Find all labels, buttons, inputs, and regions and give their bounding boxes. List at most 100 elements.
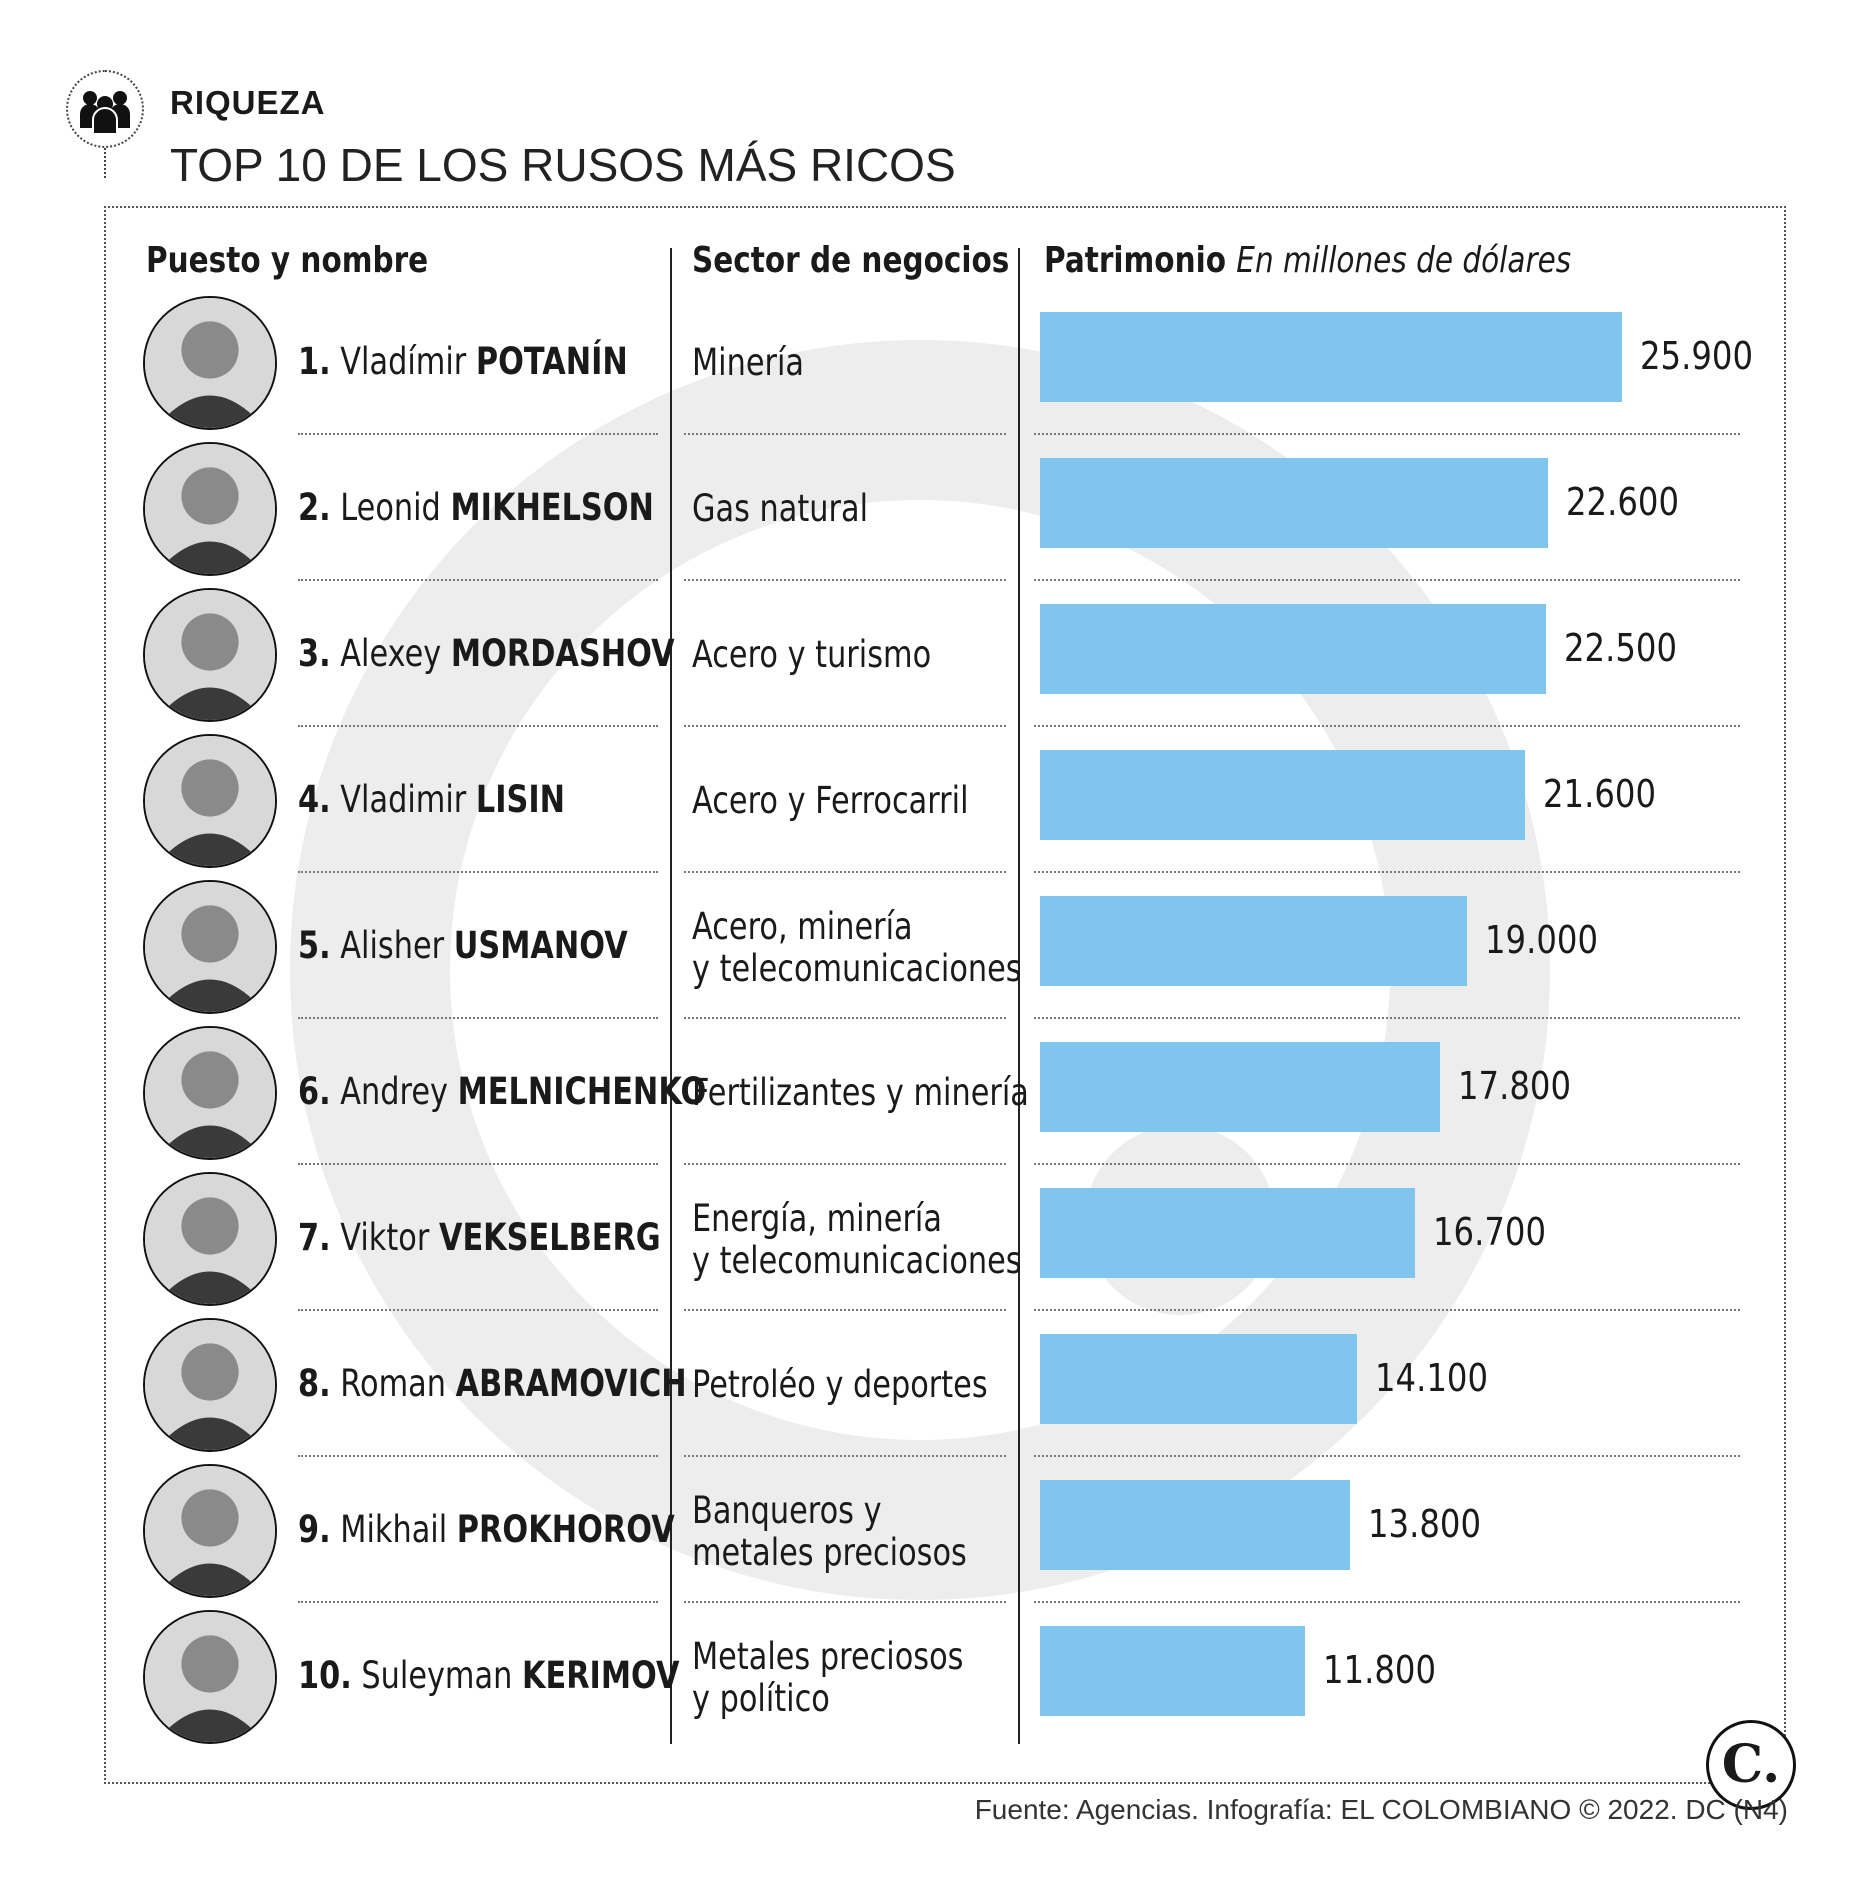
page-title: TOP 10 DE LOS RUSOS MÁS RICOS	[170, 139, 956, 191]
business-sector: Banqueros y metales preciosos	[692, 1490, 967, 1574]
first-name: Roman	[340, 1362, 446, 1405]
table-row: 5. Alisher USMANOV Acero, minería y teleco…	[0, 876, 1854, 1022]
section-label: RIQUEZA	[170, 84, 326, 121]
row-separator	[1034, 1017, 1740, 1019]
sector-line: Energía, minería	[692, 1197, 942, 1240]
sector-line: metales preciosos	[692, 1531, 967, 1574]
row-separator	[1034, 433, 1740, 435]
wealth-value-label: 17.800	[1458, 1064, 1572, 1108]
rank-number: 2.	[298, 486, 331, 529]
rank-number: 9.	[298, 1508, 331, 1551]
table-row: 3. Alexey MORDASHOV Acero y turismo 22.500	[0, 584, 1854, 730]
business-sector: Gas natural	[692, 488, 868, 530]
sector-line: Fertilizantes y minería	[692, 1071, 1029, 1114]
person-name: 7. Viktor VEKSELBERG	[298, 1216, 661, 1259]
column-divider	[670, 248, 672, 1744]
rank-number: 5.	[298, 924, 331, 967]
row-separator	[1034, 725, 1740, 727]
last-name: KERIMOV	[521, 1654, 680, 1697]
row-separator	[1034, 1309, 1740, 1311]
row-separator	[684, 1309, 1006, 1311]
wealth-value-label: 14.100	[1375, 1356, 1489, 1400]
sector-line: Metales preciosos	[692, 1635, 964, 1678]
wealth-value-label: 22.600	[1566, 480, 1680, 524]
wealth-value-label: 16.700	[1433, 1210, 1547, 1254]
wealth-bar	[1040, 1626, 1305, 1716]
row-separator	[298, 1163, 658, 1165]
sector-line: Minería	[692, 341, 805, 384]
row-separator	[298, 1017, 658, 1019]
rank-number: 4.	[298, 778, 331, 821]
wealth-label: Patrimonio	[1044, 240, 1227, 281]
person-photo	[143, 1026, 277, 1160]
people-group-icon	[66, 70, 144, 148]
person-photo	[143, 880, 277, 1014]
first-name: Viktor	[340, 1216, 430, 1259]
person-name: 8. Roman ABRAMOVICH	[298, 1362, 687, 1405]
wealth-value-label: 19.000	[1485, 918, 1599, 962]
source-note: Fuente: Agencias. Infografía: EL COLOMBI…	[974, 1794, 1788, 1825]
rank-number: 10.	[298, 1654, 352, 1697]
person-photo	[143, 1318, 277, 1452]
person-name: 6. Andrey MELNICHENKO	[298, 1070, 706, 1113]
business-sector: Acero y Ferrocarril	[692, 780, 969, 822]
business-sector: Metales preciosos y político	[692, 1636, 963, 1720]
row-separator	[298, 871, 658, 873]
row-separator	[298, 1309, 658, 1311]
wealth-bar	[1040, 458, 1548, 548]
first-name: Alexey	[340, 632, 442, 675]
row-separator	[298, 725, 658, 727]
business-sector: Acero, minería y telecomunicaciones	[692, 906, 1022, 990]
person-name: 4. Vladimir LISIN	[298, 778, 565, 821]
rank-number: 7.	[298, 1216, 331, 1259]
person-photo	[143, 734, 277, 868]
column-header-name: Puesto y nombre	[146, 240, 429, 281]
header-connector-line	[104, 148, 106, 178]
rank-number: 8.	[298, 1362, 331, 1405]
last-name: PROKHOROV	[456, 1508, 675, 1551]
first-name: Vladimir	[340, 778, 467, 821]
last-name: MORDASHOV	[450, 632, 675, 675]
wealth-bar	[1040, 1188, 1415, 1278]
wealth-bar	[1040, 1480, 1350, 1570]
row-separator	[1034, 871, 1740, 873]
wealth-bar	[1040, 896, 1467, 986]
business-sector: Acero y turismo	[692, 634, 931, 676]
wealth-bar	[1040, 1042, 1440, 1132]
sector-line: y telecomunicaciones	[692, 1239, 1022, 1282]
business-sector: Minería	[692, 342, 804, 384]
business-sector: Energía, minería y telecomunicaciones	[692, 1198, 1022, 1282]
row-separator	[298, 433, 658, 435]
business-sector: Petroléo y deportes	[692, 1364, 988, 1406]
table-row: 10. Suleyman KERIMOV Metales preciosos y p…	[0, 1606, 1854, 1752]
last-name: MELNICHENKO	[457, 1070, 707, 1113]
person-name: 5. Alisher USMANOV	[298, 924, 628, 967]
sector-line: y telecomunicaciones	[692, 947, 1022, 990]
first-name: Mikhail	[340, 1508, 448, 1551]
row-separator	[684, 1455, 1006, 1457]
row-separator	[684, 725, 1006, 727]
row-separator	[298, 579, 658, 581]
wealth-value-label: 13.800	[1368, 1502, 1482, 1546]
person-name: 1. Vladímir POTANÍN	[298, 340, 628, 383]
table-row: 8. Roman ABRAMOVICH Petroléo y deportes 14…	[0, 1314, 1854, 1460]
wealth-unit-label: En millones de dólares	[1236, 240, 1572, 281]
row-separator	[298, 1601, 658, 1603]
row-separator	[1034, 1163, 1740, 1165]
wealth-value-label: 22.500	[1564, 626, 1678, 670]
last-name: MIKHELSON	[450, 486, 654, 529]
last-name: USMANOV	[453, 924, 628, 967]
column-header-wealth: Patrimonio En millones de dólares	[1044, 240, 1571, 281]
sector-line: Banqueros y	[692, 1489, 882, 1532]
person-photo	[143, 296, 277, 430]
person-name: 2. Leonid MIKHELSON	[298, 486, 654, 529]
first-name: Vladímir	[340, 340, 467, 383]
person-photo	[143, 1610, 277, 1744]
person-name: 3. Alexey MORDASHOV	[298, 632, 675, 675]
person-photo	[143, 1172, 277, 1306]
column-divider	[1018, 248, 1020, 1744]
last-name: VEKSELBERG	[438, 1216, 661, 1259]
sector-line: Gas natural	[692, 487, 869, 530]
last-name: ABRAMOVICH	[455, 1362, 687, 1405]
business-sector: Fertilizantes y minería	[692, 1072, 1029, 1114]
